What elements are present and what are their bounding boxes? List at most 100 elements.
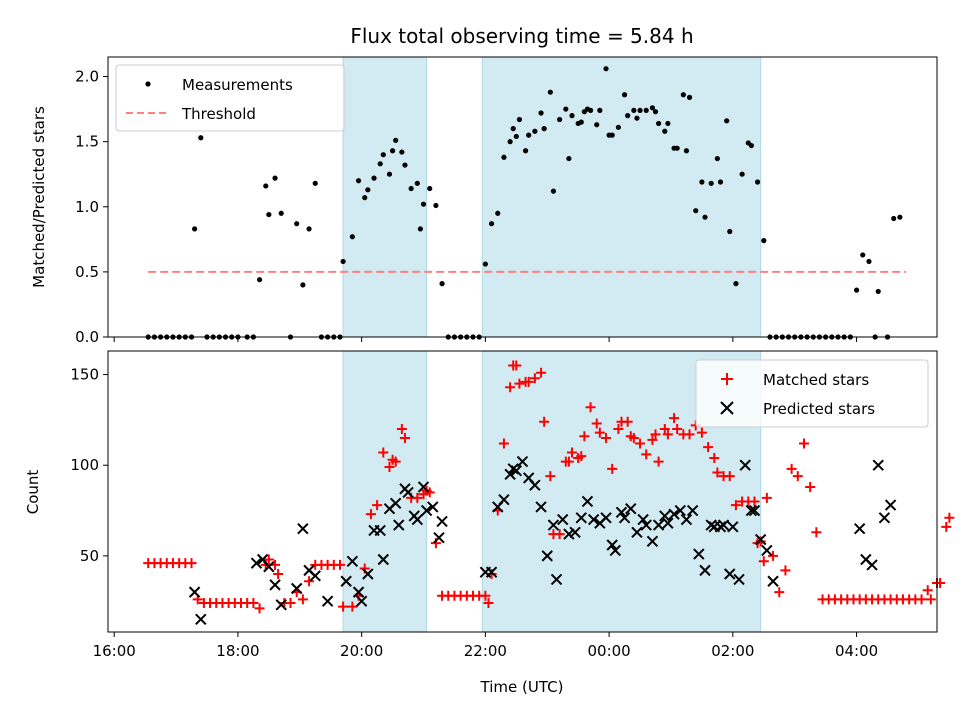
matched-star-point: [263, 554, 274, 565]
matched-star-point: [755, 536, 766, 547]
matched-star-point: [399, 433, 410, 444]
measurement-point: [300, 282, 306, 288]
measurement-point: [380, 152, 386, 158]
predicted-star-point: [352, 586, 365, 598]
predicted-stars-points: [188, 455, 897, 626]
predicted-star-point: [581, 495, 594, 508]
top-legend-box: [115, 64, 345, 132]
predicted-star-point: [637, 513, 649, 526]
measurement-point: [532, 128, 538, 134]
matched-star-point: [703, 442, 714, 453]
measurement-point: [402, 162, 408, 168]
measurement-point: [399, 149, 405, 155]
measurement-point: [272, 175, 278, 181]
top-y-axis-label: Matched/Predicted stars: [30, 106, 48, 288]
matched-star-point: [483, 597, 494, 608]
matched-stars-points: [143, 360, 955, 614]
measurement-point: [510, 126, 516, 132]
predicted-star-point: [427, 501, 439, 513]
measurement-point: [594, 122, 600, 128]
measurement-point: [739, 171, 745, 177]
measurement-point: [680, 92, 686, 98]
bottom-axes-frame: [107, 350, 938, 633]
measurement-point: [717, 179, 724, 185]
predicted-star-point: [569, 526, 581, 538]
matched-star-point: [607, 463, 618, 474]
measurement-point: [860, 252, 866, 258]
predicted-star-point: [340, 575, 352, 587]
matched-star-point: [498, 438, 509, 449]
measurement-point: [853, 287, 860, 293]
predicted-star-point: [275, 599, 287, 611]
measurement-point: [256, 277, 263, 283]
bottom-y-ticks: 50 100 150: [70, 366, 108, 565]
x-axis-label: Time (UTC): [480, 678, 564, 696]
matched-star-point: [412, 492, 423, 503]
measurement-point: [566, 155, 572, 162]
y-tick-label: 100: [70, 456, 99, 474]
predicted-star-point: [504, 468, 516, 480]
matched-star-point: [248, 597, 259, 608]
matched-star-point: [334, 559, 345, 570]
predicted-star-point: [761, 544, 773, 557]
measurement-point: [439, 281, 445, 287]
matched-star-point: [365, 509, 376, 520]
matched-star-point: [338, 601, 349, 612]
y-tick-label: 0.5: [75, 263, 99, 281]
measurement-point: [702, 214, 708, 220]
predicted-star-point: [402, 486, 414, 499]
measurement-point: [349, 234, 355, 240]
predicted-star-point: [346, 555, 359, 568]
predicted-star-point: [733, 573, 745, 586]
matched-star-point: [916, 594, 927, 605]
y-tick-label: 1.5: [75, 133, 99, 151]
measurement-point: [665, 120, 671, 127]
matched-star-point: [576, 451, 587, 462]
predicted-star-point: [263, 561, 275, 573]
matched-star-point: [186, 558, 197, 569]
measurement-point: [637, 107, 643, 113]
measurement-point: [433, 202, 439, 209]
measurement-point: [587, 107, 594, 113]
matched-star-point: [709, 452, 720, 463]
measurement-point: [365, 187, 371, 193]
predicted-star-point: [699, 564, 711, 577]
predicted-star-point: [417, 481, 430, 493]
matched-star-point: [347, 601, 358, 612]
measurement-point: [541, 126, 547, 132]
matched-star-point: [622, 416, 633, 427]
measurement-point: [507, 139, 513, 145]
matched-star-point: [396, 423, 407, 434]
matched-star-point: [536, 367, 547, 378]
measurement-point: [597, 107, 603, 113]
predicted-star-point: [297, 522, 309, 535]
measurement-point: [733, 281, 739, 287]
chart-title: Flux total observing time = 5.84 h: [350, 24, 693, 48]
measurement-point: [569, 113, 575, 119]
predicted-star-point: [587, 513, 600, 526]
measurement-point: [263, 183, 269, 189]
predicted-star-point: [646, 535, 659, 548]
measurement-point: [557, 116, 563, 123]
predicted-star-point: [659, 510, 671, 522]
predicted-star-point: [878, 512, 891, 524]
matched-star-point: [523, 376, 534, 387]
measurement-point: [621, 92, 628, 98]
matched-star-point: [792, 471, 803, 482]
predicted-star-point: [290, 582, 303, 595]
top-legend: Measurements Threshold: [115, 64, 345, 132]
measurement-point: [631, 107, 637, 113]
measurement-point: [748, 142, 755, 149]
legend-threshold-label: Threshold: [181, 105, 256, 123]
measurement-point: [266, 211, 272, 218]
legend-measurements-label: Measurements: [182, 76, 293, 94]
predicted-star-point: [321, 595, 334, 607]
predicted-star-point: [510, 464, 523, 477]
top-x-ticks: [113, 337, 858, 342]
predicted-star-point: [547, 519, 560, 531]
measurement-point: [686, 94, 693, 100]
predicted-star-point: [668, 508, 680, 520]
measurement-point: [683, 148, 690, 154]
top-observing-windows: [342, 56, 762, 338]
measurement-point: [355, 178, 362, 184]
